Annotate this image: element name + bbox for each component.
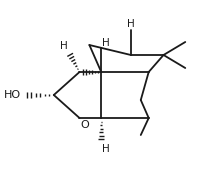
Text: H: H <box>102 38 110 48</box>
Text: H: H <box>60 41 68 51</box>
Text: H: H <box>102 144 110 154</box>
Text: HO: HO <box>4 90 21 100</box>
Text: H: H <box>127 19 135 29</box>
Text: O: O <box>80 120 89 130</box>
